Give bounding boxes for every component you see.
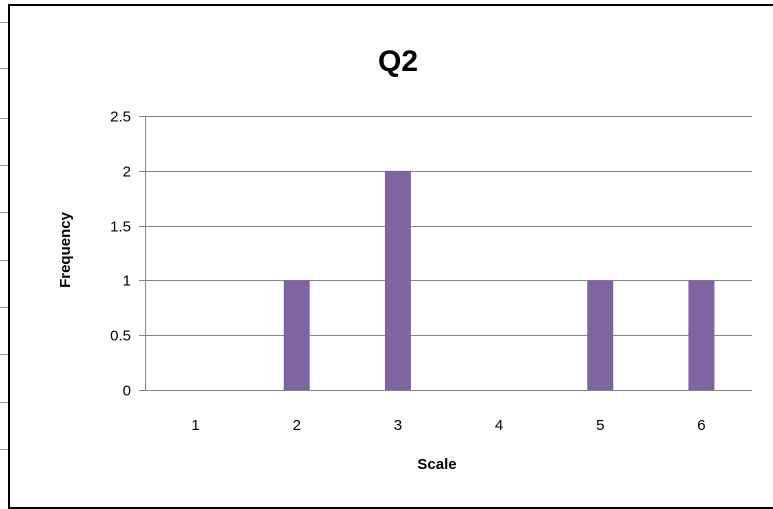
y-tick-label: 1.5 xyxy=(110,219,131,236)
x-tick-label: 2 xyxy=(293,417,301,434)
sheet-row-mark xyxy=(0,354,8,355)
y-tick-label: 2.5 xyxy=(110,109,131,126)
sheet-row-mark xyxy=(0,307,8,308)
gridlines xyxy=(139,116,752,391)
x-axis-title: Scale xyxy=(417,456,456,473)
y-axis-ticks: 0 0.5 1 1.5 2 2.5 xyxy=(110,109,131,400)
bar-3[interactable] xyxy=(384,170,411,390)
y-tick-label: 0 xyxy=(123,383,131,400)
worksheet-edge xyxy=(0,0,8,505)
bar-6[interactable] xyxy=(688,280,715,390)
sheet-row-mark xyxy=(0,402,8,403)
sheet-row-mark xyxy=(0,68,8,69)
y-tick-label: 1 xyxy=(123,273,131,290)
x-tick-label: 3 xyxy=(394,417,402,434)
x-tick-label: 5 xyxy=(596,417,604,434)
y-tick-label: 2 xyxy=(123,164,131,181)
sheet-row-mark xyxy=(0,260,8,261)
y-tick-label: 0.5 xyxy=(110,328,131,345)
bar-5[interactable] xyxy=(587,280,614,390)
x-tick-label: 1 xyxy=(191,417,199,434)
x-axis-ticks: 1 2 3 4 5 6 xyxy=(191,417,705,434)
y-axis-title: Frequency xyxy=(57,211,74,288)
sheet-row-mark xyxy=(0,212,8,213)
sheet-row-mark xyxy=(0,118,8,119)
bar-series xyxy=(283,170,715,390)
bar-2[interactable] xyxy=(283,280,310,390)
sheet-row-mark xyxy=(0,449,8,450)
sheet-row-mark xyxy=(0,165,8,166)
x-tick-label: 6 xyxy=(697,417,705,434)
x-tick-label: 4 xyxy=(495,417,503,434)
sheet-row-mark xyxy=(0,22,8,23)
chart-title: Q2 xyxy=(378,45,418,78)
